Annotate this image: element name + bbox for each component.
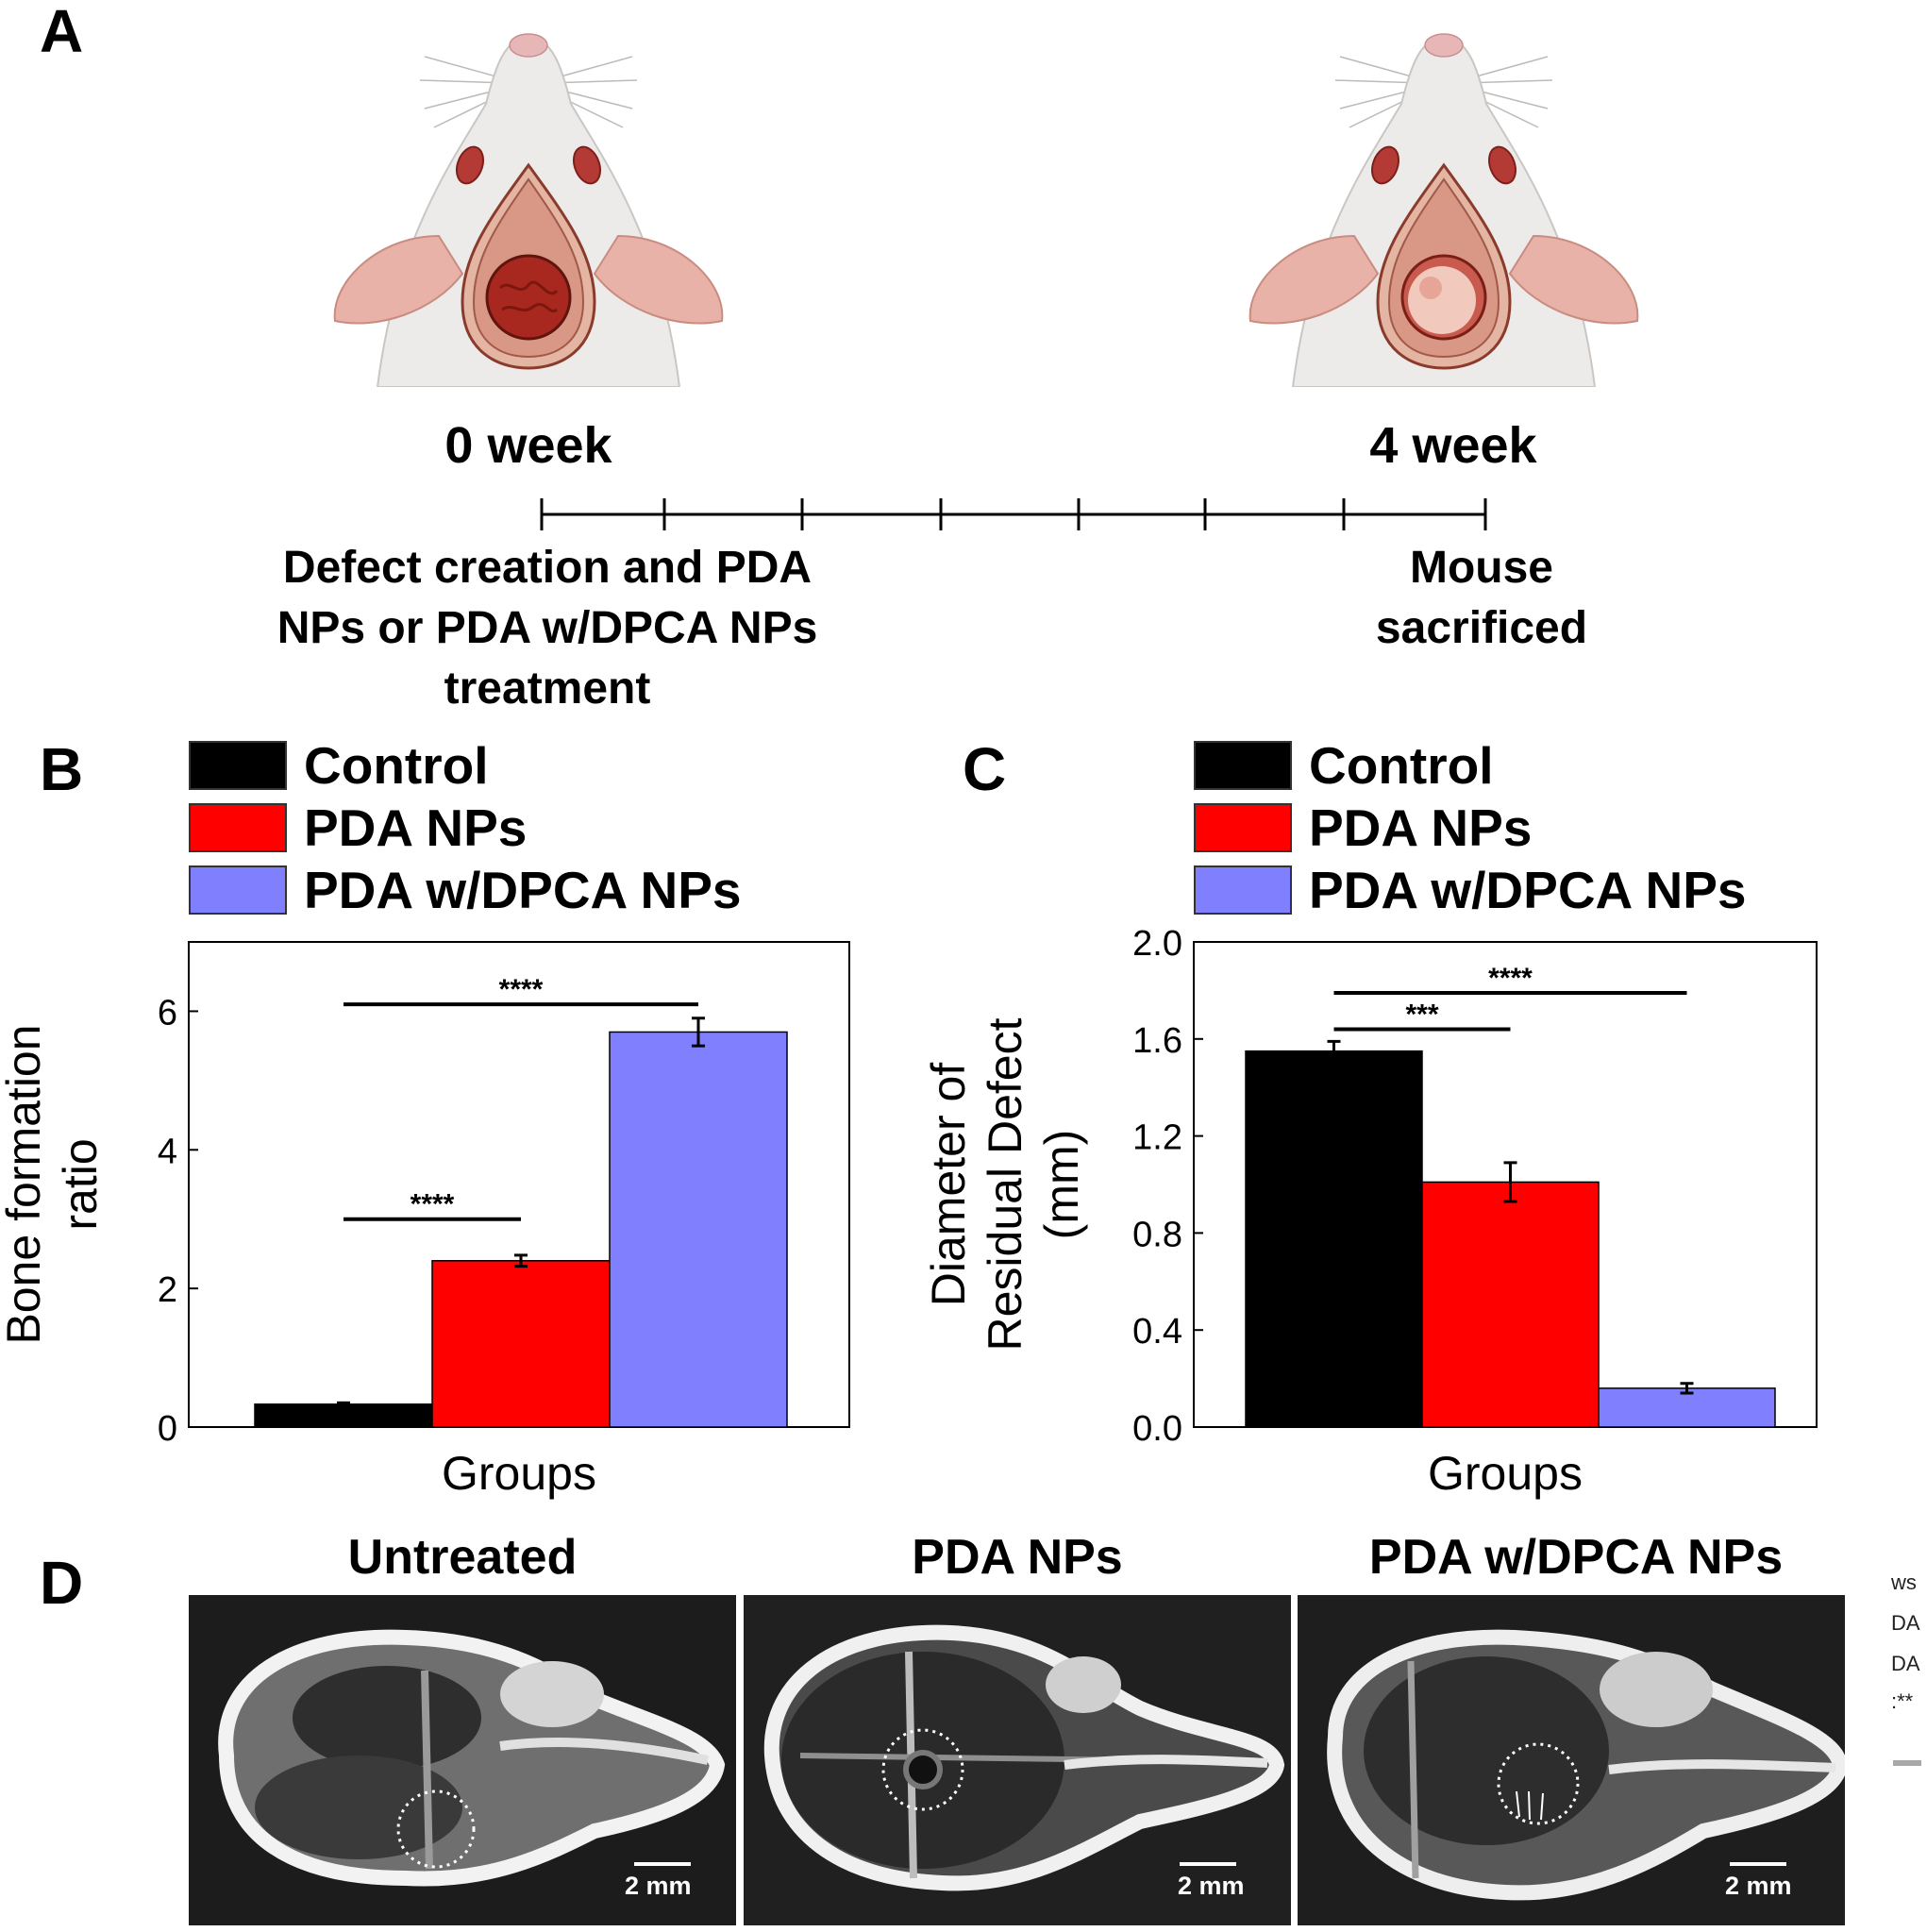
cropped-text-3: DA <box>1891 1652 1920 1675</box>
mouse-illustration-week0 <box>333 33 724 387</box>
legend-c-dpca: PDA w/DPCA NPs <box>1194 865 1747 916</box>
scale-label-pda: 2 mm <box>1178 1872 1245 1900</box>
legend-swatch-control <box>1194 741 1292 790</box>
legend-swatch-dpca <box>1194 865 1292 915</box>
residual-defect-chart: 0.00.40.81.21.62.0*******GroupsDiameter … <box>922 925 1818 1500</box>
skull-image-pda <box>744 1595 1291 1925</box>
bone-formation-chart: 0 2 4 6 **** **** Groups Bone formation ratio <box>0 941 850 1500</box>
bar-1 <box>1421 1181 1600 1428</box>
micrograph-untreated: 2 mm <box>189 1595 736 1925</box>
timeline-start-event-line-2: NPs or PDA w/DPCA NPs <box>276 603 818 653</box>
legend-b-dpca: PDA w/DPCA NPs <box>189 865 742 916</box>
legend-swatch-pda <box>189 803 287 852</box>
legend-swatch-control <box>189 741 287 790</box>
cropped-text-1: ws <box>1891 1571 1917 1594</box>
panel-letter-b: B <box>40 735 84 803</box>
legend-c-control: Control <box>1194 736 1494 795</box>
bar-0 <box>1245 1050 1423 1428</box>
y-axis-label-line-2: ratio <box>54 1138 107 1230</box>
y-tick-label: 2 <box>158 1270 177 1310</box>
timeline-end-event-line-2: sacrificed <box>1375 603 1588 653</box>
skull-image-untreated <box>189 1595 736 1925</box>
scale-bar-dpca <box>1730 1862 1786 1866</box>
micrograph-title-dpca: PDA w/DPCA NPs <box>1368 1530 1784 1585</box>
timeline-end-label: 4 week <box>1369 417 1537 474</box>
cropped-text-2: DA <box>1891 1611 1920 1635</box>
cropped-scale-bar <box>1893 1760 1921 1766</box>
micrograph-dpca: 2 mm <box>1298 1595 1845 1925</box>
scale-bar-pda <box>1180 1862 1236 1866</box>
mouse-illustration-week4 <box>1248 33 1639 387</box>
y-axis-label-line-1: Bone formation <box>0 1024 50 1344</box>
scale-label-dpca: 2 mm <box>1725 1872 1792 1900</box>
y-tick-label: 6 <box>158 993 177 1033</box>
y-tick-label: 1.2 <box>1132 1118 1182 1158</box>
timeline-start-event-line-1: Defect creation and PDA <box>282 543 813 593</box>
micrograph-title-pda: PDA NPs <box>912 1530 1123 1585</box>
panel-letter-c: C <box>963 735 1007 803</box>
scale-label-untreated: 2 mm <box>625 1872 692 1900</box>
bar-2 <box>609 1031 788 1428</box>
significance-label-0: *** <box>1405 1000 1438 1031</box>
scale-bar-untreated <box>634 1862 691 1866</box>
y-axis-label-line-1: Diameter of <box>922 1063 975 1307</box>
legend-label-dpca: PDA w/DPCA NPs <box>1309 861 1747 919</box>
legend-swatch-pda <box>1194 803 1292 852</box>
x-axis-label: Groups <box>1428 1447 1583 1500</box>
y-tick-label: 0 <box>158 1409 177 1449</box>
y-axis-label-line-2: Residual Defect <box>979 1017 1031 1351</box>
significance-label-0: **** <box>411 1189 455 1220</box>
micrograph-pda: 2 mm <box>744 1595 1291 1925</box>
timeline-start-event-line-3: treatment <box>444 664 651 714</box>
timeline-axis <box>540 498 1487 530</box>
timeline-end-event-line-1: Mouse <box>1409 543 1553 593</box>
legend-swatch-dpca <box>189 865 287 915</box>
x-axis-label: Groups <box>442 1447 596 1500</box>
bar-1 <box>431 1260 611 1428</box>
y-tick-label: 1.6 <box>1132 1021 1182 1061</box>
micrograph-title-untreated: Untreated <box>347 1530 578 1585</box>
y-tick-label: 0.8 <box>1132 1215 1182 1254</box>
panel-letter-a: A <box>40 0 84 65</box>
legend-b-control: Control <box>189 736 489 795</box>
legend-label-control: Control <box>304 736 489 795</box>
y-axis-label-line-3: (mm) <box>1035 1130 1088 1240</box>
legend-label-pda: PDA NPs <box>1309 798 1533 857</box>
y-tick-label: 0.4 <box>1132 1312 1182 1352</box>
cropped-text-4: :** <box>1891 1689 1914 1713</box>
legend-b-pda: PDA NPs <box>189 798 528 857</box>
legend-label-pda: PDA NPs <box>304 798 528 857</box>
y-tick-label: 0.0 <box>1132 1409 1182 1449</box>
panel-letter-d: D <box>40 1549 84 1617</box>
y-tick-label: 4 <box>158 1132 177 1171</box>
significance-label-1: **** <box>499 974 544 1005</box>
bar-0 <box>254 1403 433 1428</box>
legend-label-dpca: PDA w/DPCA NPs <box>304 861 742 919</box>
y-tick-label: 2.0 <box>1132 925 1182 964</box>
legend-c-pda: PDA NPs <box>1194 798 1533 857</box>
skull-image-dpca <box>1298 1595 1845 1925</box>
significance-label-1: **** <box>1488 963 1533 994</box>
legend-label-control: Control <box>1309 736 1494 795</box>
timeline-start-label: 0 week <box>444 417 612 474</box>
